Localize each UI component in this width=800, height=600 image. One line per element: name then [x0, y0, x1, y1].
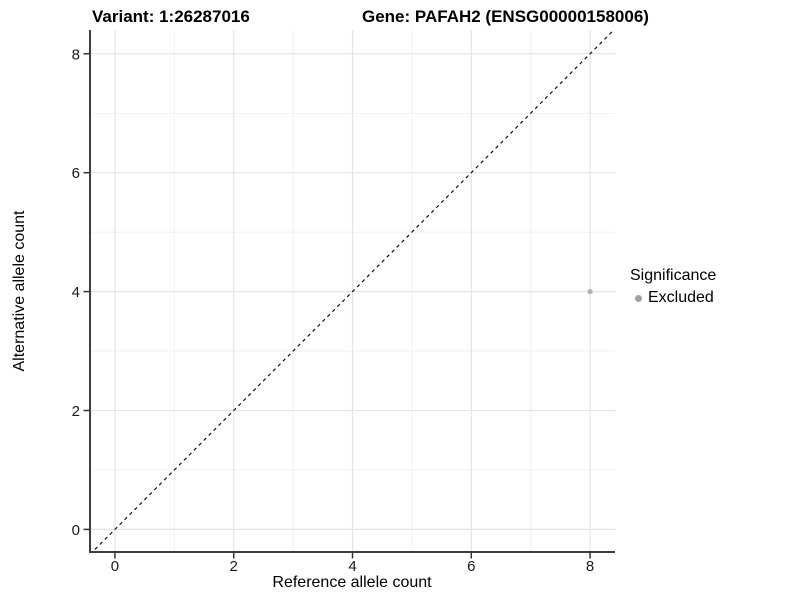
y-tick-label: 2 — [72, 403, 80, 420]
legend-item-excluded: Excluded — [630, 289, 716, 307]
y-tick-label: 0 — [72, 522, 80, 539]
x-tick-label: 6 — [467, 558, 475, 575]
x-tick-label: 8 — [586, 558, 594, 575]
plot-title-variant: Variant: 1:26287016 — [92, 7, 250, 26]
y-axis-title: Alternative allele count — [11, 210, 28, 372]
legend: Significance Excluded — [630, 267, 716, 307]
legend-item-label: Excluded — [648, 289, 714, 306]
x-tick-label: 2 — [230, 558, 238, 575]
x-axis-title: Reference allele count — [272, 574, 432, 591]
legend-point-marker-icon — [635, 294, 642, 302]
data-point — [587, 288, 593, 295]
y-tick-label: 4 — [72, 284, 80, 301]
x-tick-label: 4 — [348, 558, 356, 575]
y-tick-label: 8 — [72, 46, 80, 63]
y-tick-label: 6 — [72, 165, 80, 182]
identity-dashed-line — [91, 30, 615, 552]
x-tick-label: 0 — [111, 558, 119, 575]
legend-title: Significance — [630, 267, 717, 284]
plot-title-gene: Gene: PAFAH2 (ENSG00000158006) — [362, 7, 649, 26]
